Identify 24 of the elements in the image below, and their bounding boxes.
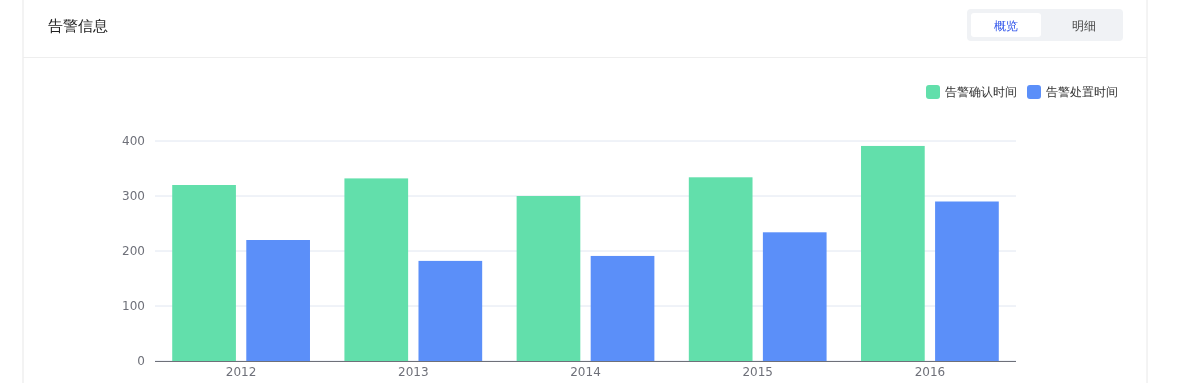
bar <box>935 201 999 361</box>
y-tick-label: 100 <box>122 299 145 314</box>
x-tick-label: 2013 <box>398 364 429 379</box>
x-tick-label: 2015 <box>742 364 773 379</box>
x-tick-label: 2016 <box>914 364 946 379</box>
bar <box>172 185 236 361</box>
y-tick-label: 400 <box>122 134 145 149</box>
x-tick-label: 2014 <box>570 364 601 379</box>
y-tick-label: 0 <box>137 354 145 369</box>
bar <box>516 196 581 361</box>
legend-label: 告警确认时间 <box>945 85 1017 99</box>
bar <box>590 255 655 361</box>
bar <box>861 145 925 361</box>
legend-label: 告警处置时间 <box>1046 85 1118 99</box>
bar <box>418 260 483 361</box>
y-tick-label: 200 <box>122 244 145 259</box>
y-tick-label: 300 <box>122 189 145 204</box>
view-toggle: 概览 明细 <box>967 9 1123 41</box>
bar <box>762 232 827 361</box>
chart-title: 告警信息 <box>48 17 108 35</box>
bar <box>344 178 409 361</box>
x-tick-label: 2012 <box>225 364 257 379</box>
bar <box>246 240 310 361</box>
bar <box>688 177 753 361</box>
